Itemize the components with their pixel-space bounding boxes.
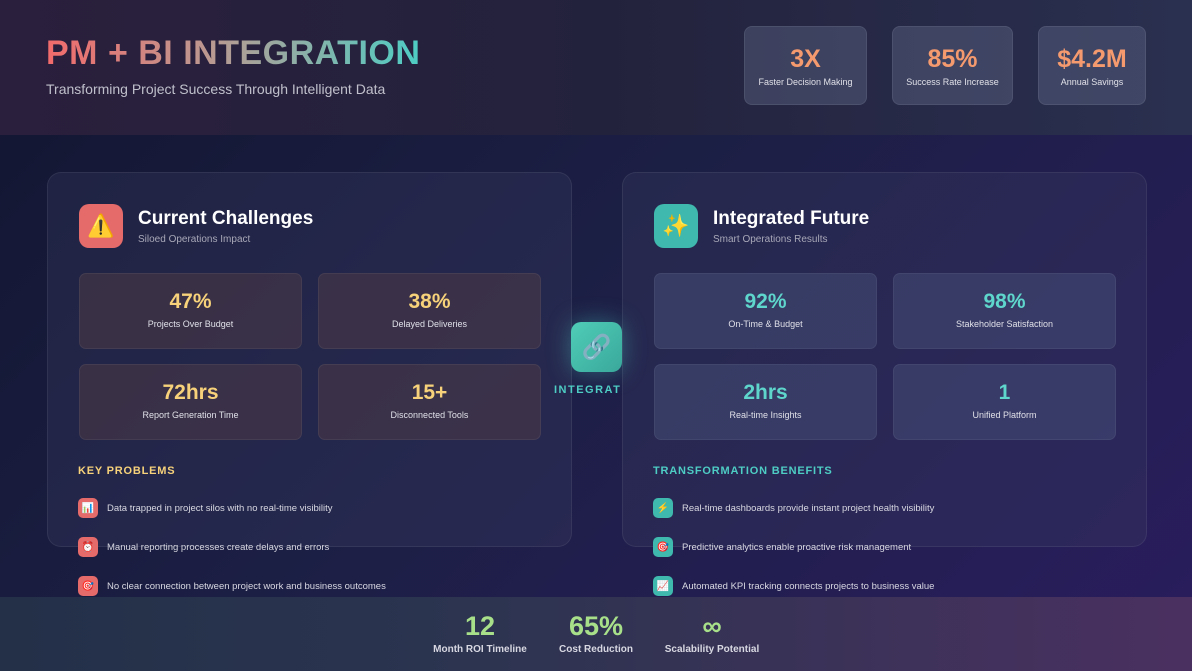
stat-label: Faster Decision Making: [758, 77, 853, 87]
metric-card: 38% Delayed Deliveries: [318, 273, 541, 349]
stat-card: 3X Faster Decision Making: [744, 26, 867, 105]
metric-value: 38%: [408, 290, 451, 313]
metric-card: 92% On-Time & Budget: [654, 273, 877, 349]
list-item: ⚡ Real-time dashboards provide instant pr…: [653, 498, 934, 518]
list-item: ⏰ Manual reporting processes create delay…: [78, 537, 329, 557]
metric-card: 47% Projects Over Budget: [79, 273, 302, 349]
alarm-clock-icon: ⏰: [78, 537, 98, 557]
warning-icon: ⚠️: [79, 204, 123, 248]
metric-value: 47%: [169, 290, 212, 313]
target-icon: 🎯: [78, 576, 98, 596]
footer-stat-label: Cost Reduction: [559, 644, 633, 655]
challenges-panel: ⚠️ Current Challenges Siloed Operations …: [47, 172, 572, 547]
metric-label: Real-time Insights: [729, 410, 802, 420]
stat-value: 85%: [927, 45, 978, 73]
link-icon: 🔗: [571, 322, 622, 372]
section-heading: KEY PROBLEMS: [78, 465, 176, 477]
stat-label: Annual Savings: [1060, 77, 1124, 87]
metric-label: On-Time & Budget: [728, 319, 803, 329]
metric-label: Report Generation Time: [142, 410, 239, 420]
item-text: No clear connection between project work…: [107, 580, 386, 592]
metric-value: 92%: [744, 290, 787, 313]
stat-label: Success Rate Increase: [906, 77, 999, 87]
stat-card: $4.2M Annual Savings: [1038, 26, 1146, 105]
metric-label: Projects Over Budget: [147, 319, 234, 329]
metric-label: Disconnected Tools: [390, 410, 469, 420]
footer-stat: ∞ Scalability Potential: [652, 611, 772, 655]
footer-stat: 12 Month ROI Timeline: [420, 611, 540, 655]
page-title: PM + BI INTEGRATION: [46, 34, 421, 72]
metric-card: 98% Stakeholder Satisfaction: [893, 273, 1116, 349]
list-item: 🎯 Predictive analytics enable proactive r…: [653, 537, 911, 557]
future-panel: ✨ Integrated Future Smart Operations Res…: [622, 172, 1147, 547]
item-text: Predictive analytics enable proactive ri…: [682, 541, 912, 553]
metric-card: 1 Unified Platform: [893, 364, 1116, 440]
footer-stat-value: 65%: [568, 611, 624, 641]
panel-title: Integrated Future: [713, 208, 870, 229]
footer-stat-value: 12: [464, 611, 496, 641]
list-item: 📈 Automated KPI tracking connects project…: [653, 576, 934, 596]
panel-subtitle: Siloed Operations Impact: [138, 234, 251, 245]
bar-chart-icon: 📊: [78, 498, 98, 518]
footer-bar: 12 Month ROI Timeline 65% Cost Reduction ∞…: [0, 597, 1192, 671]
list-item: 🎯 No clear connection between project wor…: [78, 576, 386, 596]
item-text: Real-time dashboards provide instant pro…: [682, 502, 935, 514]
metric-value: 98%: [983, 290, 1026, 313]
header: PM + BI INTEGRATION Transforming Project…: [0, 0, 1192, 135]
metric-value: 72hrs: [162, 381, 219, 404]
metric-label: Unified Platform: [972, 410, 1037, 420]
footer-stat-label: Scalability Potential: [664, 644, 760, 655]
list-item: 📊 Data trapped in project silos with no r…: [78, 498, 332, 518]
metric-card: 2hrs Real-time Insights: [654, 364, 877, 440]
section-heading: TRANSFORMATION BENEFITS: [653, 465, 833, 477]
lightning-icon: ⚡: [653, 498, 673, 518]
stat-value: $4.2M: [1057, 45, 1127, 73]
footer-stat-label: Month ROI Timeline: [433, 644, 527, 655]
stat-value: 3X: [790, 45, 821, 73]
stat-card: 85% Success Rate Increase: [892, 26, 1013, 105]
page-subtitle: Transforming Project Success Through Int…: [46, 81, 386, 97]
panel-title: Current Challenges: [138, 208, 314, 229]
metric-card: 15+ Disconnected Tools: [318, 364, 541, 440]
metric-value: 1: [998, 381, 1011, 404]
panel-subtitle: Smart Operations Results: [713, 234, 828, 245]
item-text: Manual reporting processes create delays…: [107, 541, 330, 553]
metric-label: Delayed Deliveries: [391, 319, 468, 329]
sparkles-icon: ✨: [654, 204, 698, 248]
target-icon: 🎯: [653, 537, 673, 557]
metric-value: 15+: [411, 381, 448, 404]
metric-label: Stakeholder Satisfaction: [955, 319, 1054, 329]
item-text: Data trapped in project silos with no re…: [107, 502, 333, 514]
trend-chart-icon: 📈: [653, 576, 673, 596]
item-text: Automated KPI tracking connects projects…: [682, 580, 935, 592]
metric-card: 72hrs Report Generation Time: [79, 364, 302, 440]
metric-value: 2hrs: [743, 381, 788, 404]
footer-stat: 65% Cost Reduction: [536, 611, 656, 655]
integration-label: INTEGRATI: [554, 384, 622, 396]
footer-stat-value: ∞: [702, 611, 722, 641]
